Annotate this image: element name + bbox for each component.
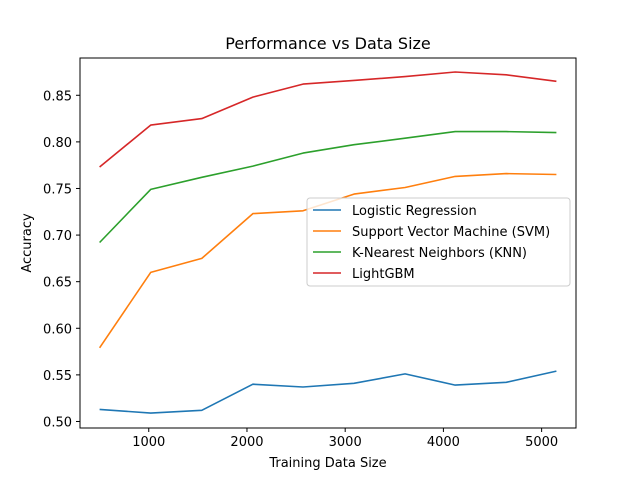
legend-label: LightGBM [352, 267, 415, 282]
legend-label: K-Nearest Neighbors (KNN) [352, 246, 527, 261]
legend-label: Support Vector Machine (SVM) [352, 225, 550, 240]
series-line-0 [99, 370, 557, 414]
y-axis-label: Accuracy [20, 213, 35, 273]
legend-box [306, 197, 571, 287]
y-tick-label: 0.60 [43, 322, 72, 337]
y-axis: 0.50 0.55 0.60 0.65 0.70 0.75 0.80 0.85 [43, 89, 80, 430]
y-tick-label: 0.70 [43, 229, 72, 244]
y-tick-label: 0.55 [43, 369, 72, 384]
y-tick-label: 0.50 [43, 415, 72, 430]
y-tick-label: 0.85 [43, 89, 72, 104]
x-axis-label: Training Data Size [268, 456, 386, 471]
y-tick-label: 0.65 [43, 276, 72, 291]
legend: Logistic Regression Support Vector Machin… [306, 197, 571, 287]
y-tick-label: 0.80 [43, 136, 72, 151]
x-tick-label: 3000 [329, 435, 362, 450]
x-tick-label: 4000 [427, 435, 460, 450]
x-tick-label: 5000 [525, 435, 558, 450]
x-axis: 1000 2000 3000 4000 5000 [132, 428, 558, 450]
legend-label: Logistic Regression [352, 204, 477, 219]
series-line-3 [99, 71, 557, 168]
series-line-2 [99, 130, 557, 244]
x-tick-label: 1000 [132, 435, 165, 450]
x-tick-label: 2000 [230, 435, 263, 450]
y-tick-label: 0.75 [43, 182, 72, 197]
chart-title: Performance vs Data Size [225, 34, 431, 53]
plot-frame [79, 57, 577, 429]
